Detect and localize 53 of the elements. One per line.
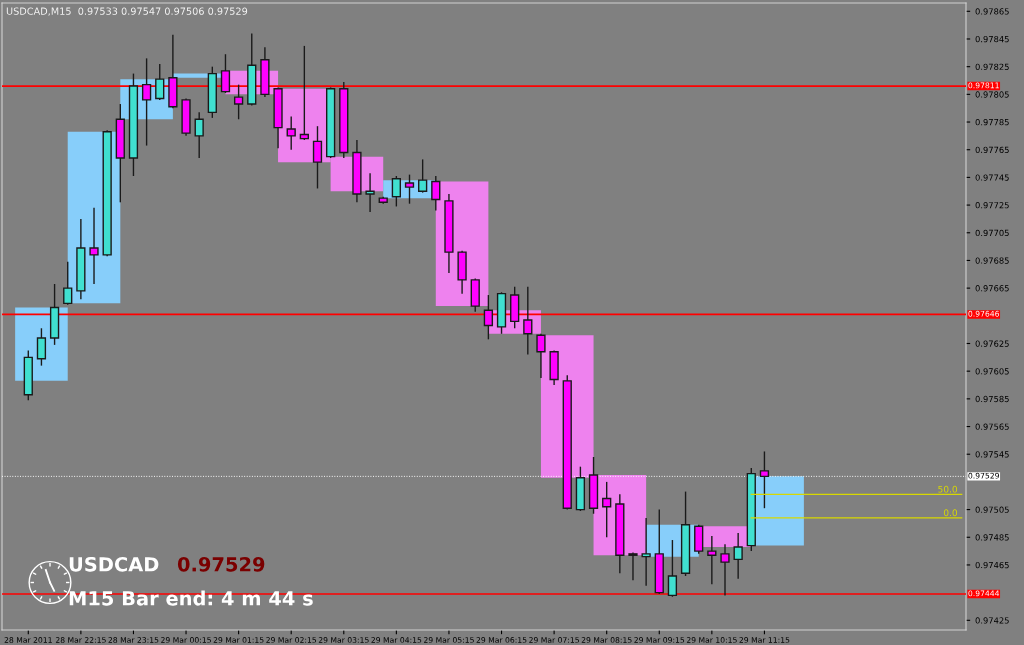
candlestick [141,57,152,147]
candlestick [63,261,73,306]
y-tick-label: 0.97725 [975,202,1009,209]
candlestick [36,327,47,367]
candlestick [720,543,730,597]
y-tick-label: 0.97705 [975,229,1009,237]
annotation: USDCAD [69,556,159,572]
candlestick [628,551,638,581]
candlestick [667,539,678,598]
y-tick-label: 0.97685 [975,257,1009,264]
candlestick [602,481,612,538]
candlestick [89,207,99,285]
candlestick [759,450,770,509]
y-tick-label: 0.97505 [975,506,1009,513]
y-tick-label: 0.97425 [975,617,1009,624]
y-tick-label: 0.97865 [975,8,1009,15]
y-tick-label: 0.97665 [975,285,1009,292]
candlestick [312,125,323,190]
candlestick [483,294,494,341]
y-tick-label: 0.97565 [975,423,1009,430]
candlestick [733,532,743,580]
series-label: 50.0 [938,485,958,493]
y-tick-label: 0.97465 [975,561,1009,569]
candlestick [431,175,441,212]
y-tick-label: 0.97845 [975,35,1009,43]
y-tick-label: 0.97605 [975,368,1009,375]
y-tick-label: 0.97785 [975,119,1009,126]
candlestick [220,53,231,94]
y-tick-label: 0.97805 [975,91,1009,98]
candlestick [523,286,533,356]
candlestick [707,535,717,586]
candlestick [365,172,375,213]
candlestick [641,517,651,587]
y-tick-label: 0.97625 [975,340,1009,347]
candlestick [233,83,244,120]
y-tick-label: 0.97745 [975,174,1009,181]
y-tick-label: 0.97765 [975,146,1009,153]
chart-title: USDCAD,M15 0.97533 0.97547 0.97506 0.97529 [6,7,248,16]
candlestick [404,173,415,205]
candlestick [536,333,546,379]
y-tick-label: 0.97545 [975,451,1009,458]
series-label: 0.0 [943,509,958,517]
candlestick [194,111,204,159]
candlestick [418,158,428,194]
annotation: M15 Bar end: 4 m 44 s [69,590,313,606]
y-tick-label: 0.97485 [975,534,1009,541]
annotation: 0.97529 [177,556,265,572]
candlestick [391,175,402,208]
y-tick-label: 0.97825 [975,63,1009,70]
candlestick [299,45,309,141]
candlestick [286,115,296,151]
candlestick [155,63,165,101]
y-tick-label: 0.97585 [975,395,1009,403]
